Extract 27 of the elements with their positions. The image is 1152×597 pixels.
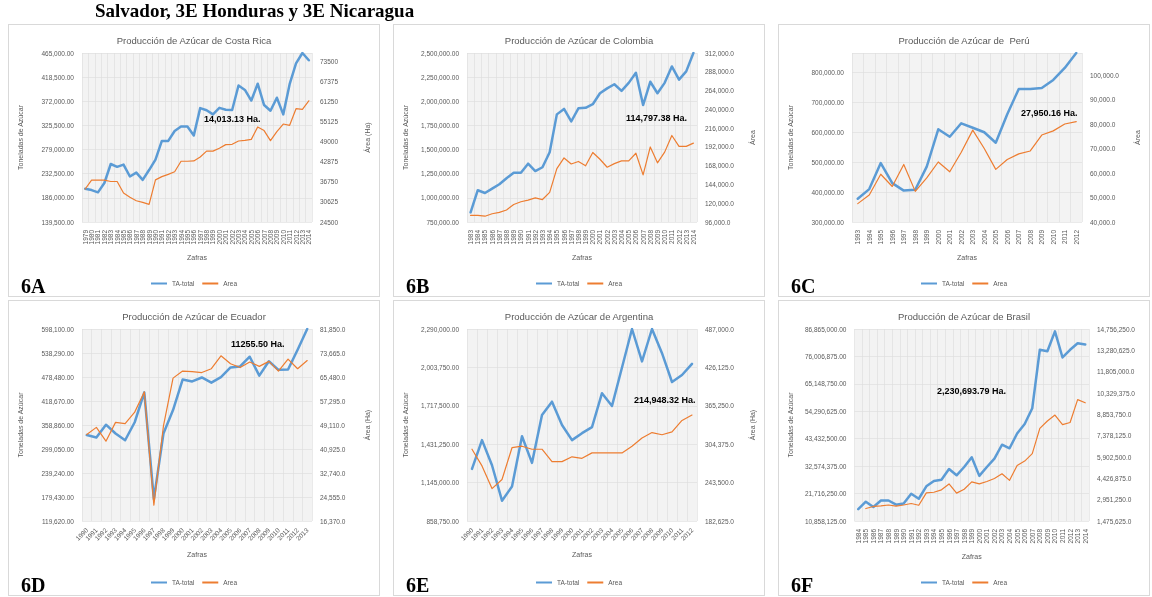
line-series	[471, 414, 693, 490]
chart-title: Producción de Azúcar de Ecuador	[122, 310, 266, 322]
annotation: 114,797.38 Ha.	[626, 112, 688, 123]
text: 6C	[791, 275, 816, 297]
line-series	[469, 134, 695, 217]
line-series	[86, 355, 308, 506]
annotation: 27,950.16 Ha.	[1021, 107, 1078, 118]
annotation: 11255.50 Ha.	[231, 338, 285, 349]
annotation: 14,013.13 Ha.	[204, 113, 261, 124]
text: 6A	[21, 275, 46, 297]
chart-title: Producción de Azúcar de Argentina	[504, 310, 654, 322]
annotation: 2,230,693.79 Ha.	[937, 385, 1007, 396]
text: 6D	[21, 574, 46, 596]
line-series	[84, 100, 310, 205]
chart-title: Producción de Azúcar de Costa Rica	[116, 34, 273, 46]
line-series	[470, 327, 694, 502]
text: 6B	[406, 275, 430, 297]
text: Salvador, 3E Honduras y 3E Nicaragua	[95, 0, 415, 22]
chart-title: Producción de Azúcar de Colombia	[504, 34, 654, 46]
chart-title: Producción de Azúcar de Brasil	[897, 310, 1031, 322]
line-series	[857, 120, 1077, 205]
text: 6E	[406, 574, 430, 596]
line-series	[865, 399, 1086, 510]
text: 6F	[791, 574, 814, 596]
line-series	[856, 51, 1078, 200]
annotation: 214,948.32 Ha.	[634, 394, 696, 405]
chart-title: Producción de Azúcar de Perú	[898, 34, 1030, 46]
